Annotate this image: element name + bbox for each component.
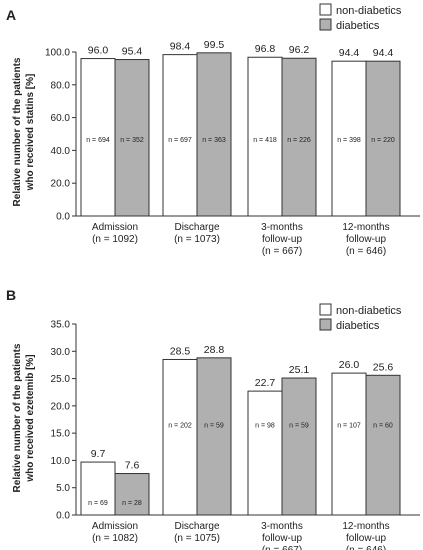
category-label: (n = 646) (346, 246, 386, 257)
bar-diabetics (281, 57, 317, 217)
bar-n-label: n = 694 (86, 137, 110, 144)
legend-swatch (319, 303, 332, 316)
bar-non-diabetics (331, 372, 367, 516)
y-tick-label: 20.0 (51, 179, 71, 190)
legend-label: non-diabetics (336, 5, 402, 17)
y-axis-label: who received ezetemib [%] (25, 354, 36, 482)
y-tick-label: 30.0 (51, 347, 71, 358)
panel-letter: B (6, 287, 16, 303)
y-axis-label: who received statins [%] (25, 74, 36, 192)
legend-swatch (319, 3, 332, 16)
category-label: 12-months (342, 521, 389, 532)
y-tick-label: 80.0 (51, 80, 71, 91)
category-label: Admission (92, 521, 138, 532)
bar-n-label: n = 28 (122, 500, 142, 507)
bar-value-label: 28.8 (204, 344, 225, 356)
category-label: follow-up (262, 533, 302, 544)
bar-value-label: 95.4 (122, 46, 143, 58)
category-label: Discharge (174, 222, 219, 233)
bar-value-label: 25.6 (373, 361, 394, 373)
bar-value-label: 98.4 (170, 41, 191, 53)
bar-n-label: n = 98 (255, 423, 275, 430)
y-tick-label: 25.0 (51, 374, 71, 385)
bar-n-label: n = 60 (373, 423, 393, 430)
bar-diabetics (114, 473, 150, 516)
category-label: follow-up (346, 234, 386, 245)
bar-n-label: n = 107 (337, 423, 361, 430)
bar-non-diabetics (247, 390, 283, 516)
bar-diabetics (281, 377, 317, 516)
bar-value-label: 26.0 (339, 359, 360, 371)
y-axis-label: Relative number of the patients (12, 343, 23, 492)
y-tick-label: 100.0 (45, 48, 70, 59)
bar-n-label: n = 220 (371, 137, 395, 144)
legend-label: non-diabetics (336, 305, 402, 317)
bar-value-label: 22.7 (255, 377, 276, 389)
category-label: Admission (92, 222, 138, 233)
panel-letter: A (6, 7, 16, 23)
bar-diabetics (196, 357, 232, 516)
category-label: 3-months (261, 222, 303, 233)
bar-value-label: 9.7 (91, 448, 106, 460)
bar-value-label: 7.6 (125, 460, 140, 472)
bar-n-label: n = 398 (337, 137, 361, 144)
bar-n-label: n = 418 (253, 137, 277, 144)
bar-value-label: 94.4 (339, 47, 360, 59)
category-label: (n = 646) (346, 545, 386, 550)
category-label: Discharge (174, 521, 219, 532)
category-label: (n = 1092) (92, 234, 138, 245)
bar-diabetics (114, 59, 150, 217)
bar-non-diabetics (162, 358, 198, 516)
legend-label: diabetics (336, 320, 380, 332)
bar-n-label: n = 202 (168, 423, 192, 430)
category-label: (n = 1075) (174, 533, 220, 544)
y-tick-label: 15.0 (51, 429, 71, 440)
y-tick-label: 0.0 (56, 511, 70, 522)
bar-n-label: n = 59 (204, 423, 224, 430)
y-axis-label: Relative number of the patients (12, 57, 23, 206)
bar-value-label: 96.0 (88, 45, 109, 57)
bar-non-diabetics (80, 461, 116, 516)
category-label: follow-up (346, 533, 386, 544)
bar-n-label: n = 352 (120, 137, 144, 144)
y-tick-label: 10.0 (51, 456, 71, 467)
y-tick-label: 60.0 (51, 113, 71, 124)
legend-swatch (319, 18, 332, 31)
category-label: 3-months (261, 521, 303, 532)
bar-diabetics (365, 60, 401, 217)
y-tick-label: 5.0 (56, 483, 70, 494)
bar-value-label: 96.8 (255, 43, 276, 55)
bar-n-label: n = 69 (88, 500, 108, 507)
legend-label: diabetics (336, 20, 380, 32)
category-label: follow-up (262, 234, 302, 245)
bar-value-label: 99.5 (204, 39, 225, 51)
category-label: 12-months (342, 222, 389, 233)
bar-value-label: 28.5 (170, 345, 191, 357)
bar-n-label: n = 226 (287, 137, 311, 144)
bar-value-label: 96.2 (289, 44, 310, 56)
bar-diabetics (196, 52, 232, 217)
bar-non-diabetics (162, 54, 198, 217)
legend-swatch (319, 318, 332, 331)
y-tick-label: 40.0 (51, 146, 71, 157)
bar-value-label: 94.4 (373, 47, 394, 59)
bar-n-label: n = 59 (289, 423, 309, 430)
category-label: (n = 667) (262, 246, 302, 257)
bar-diabetics (365, 374, 401, 516)
bar-n-label: n = 697 (168, 137, 192, 144)
y-tick-label: 20.0 (51, 401, 71, 412)
category-label: (n = 1082) (92, 533, 138, 544)
bar-n-label: n = 363 (202, 137, 226, 144)
category-label: (n = 667) (262, 545, 302, 550)
category-label: (n = 1073) (174, 234, 220, 245)
bar-non-diabetics (80, 58, 116, 217)
bar-value-label: 25.1 (289, 364, 310, 376)
y-tick-label: 35.0 (51, 320, 71, 331)
y-tick-label: 0.0 (56, 212, 70, 223)
